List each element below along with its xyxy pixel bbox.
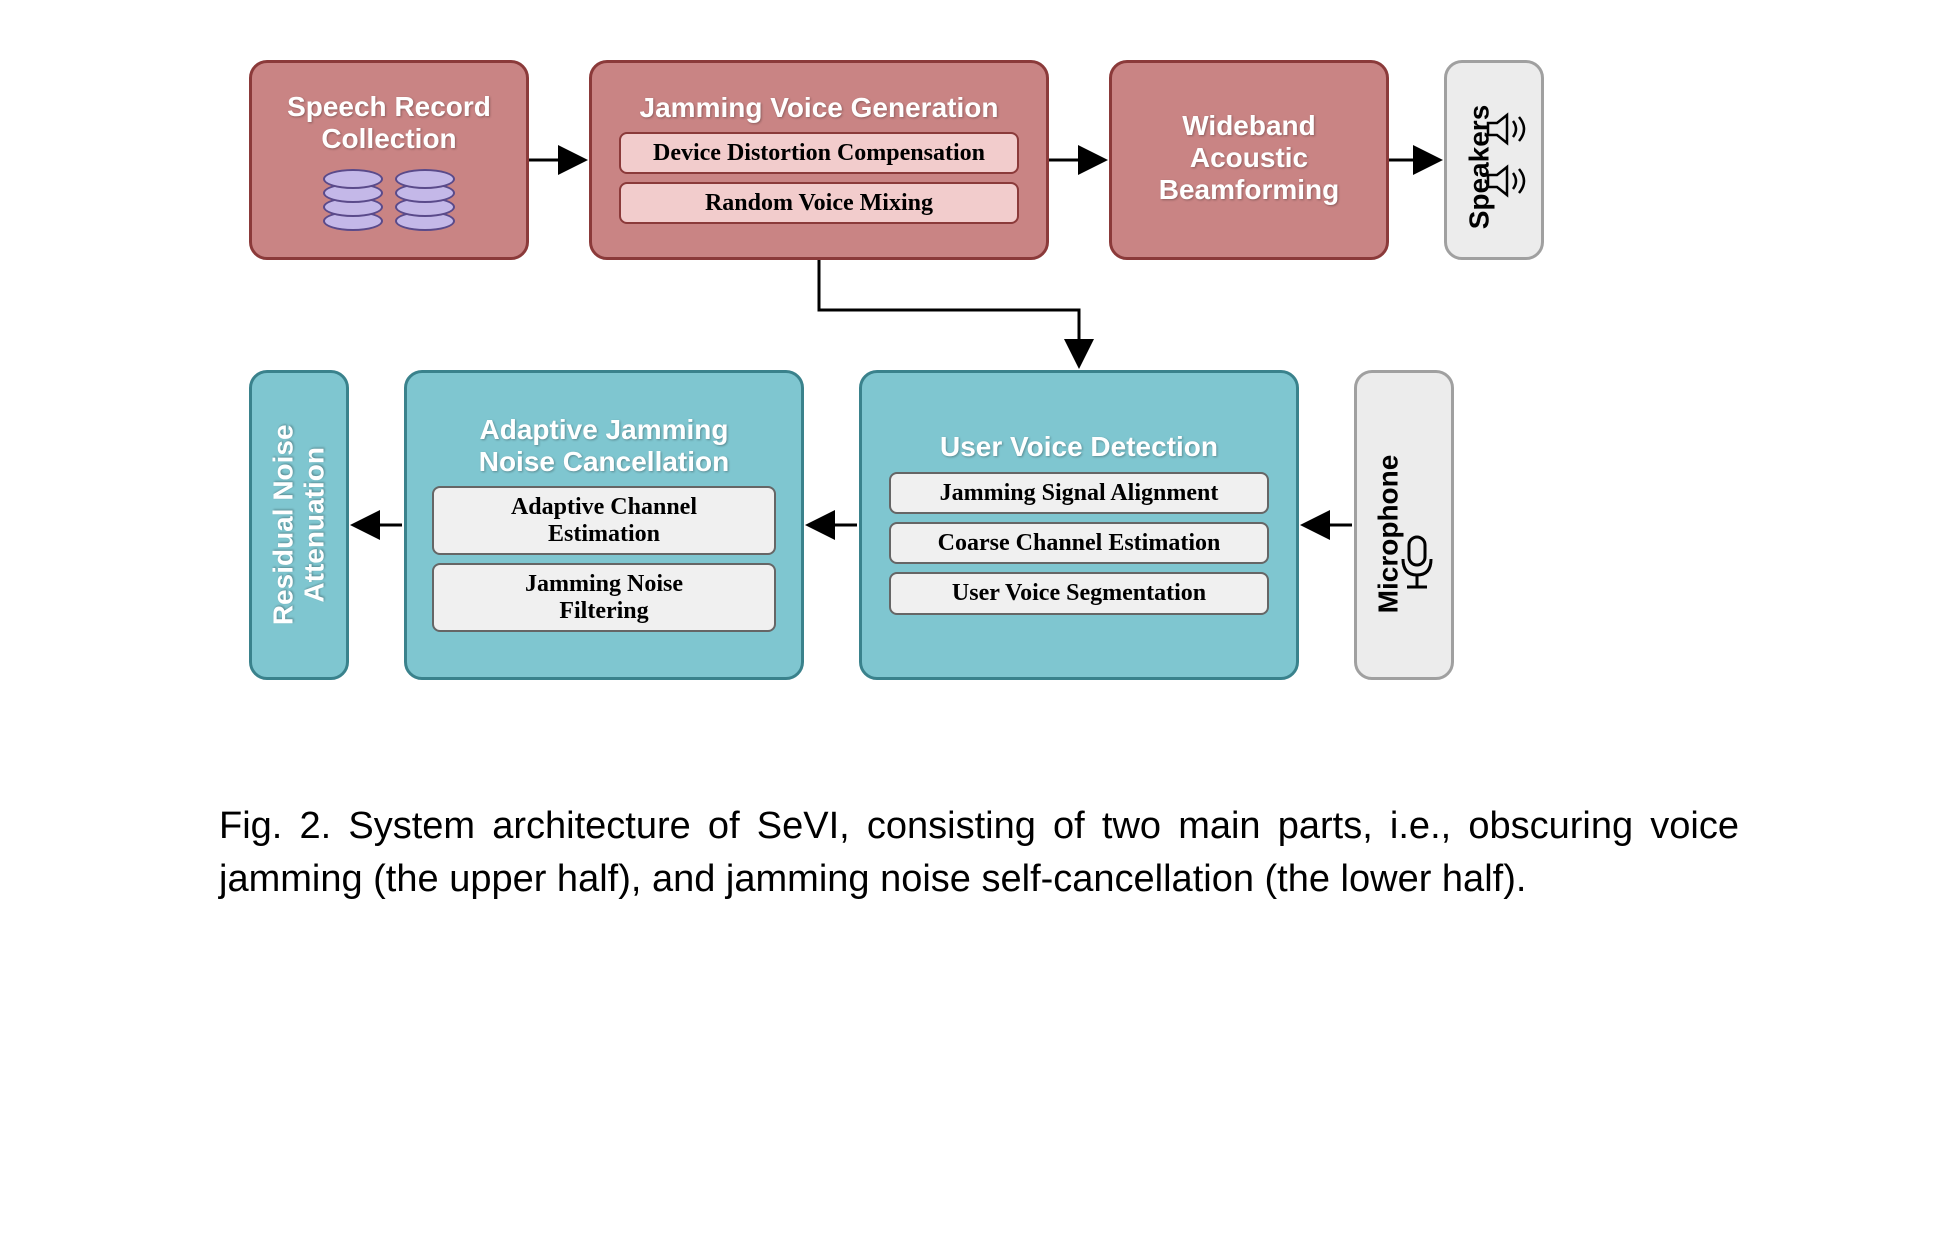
box-adaptive: Adaptive Jamming Noise Cancellation Adap… [404, 370, 804, 680]
arrow-elbow [819, 260, 1079, 366]
mic-icon-wrap [1395, 533, 1439, 598]
box-speakers: Speakers [1444, 60, 1544, 260]
db-icons [317, 169, 461, 229]
box-jamming-generation: Jamming Voice Generation Device Distorti… [589, 60, 1049, 260]
speaker-icon [1483, 161, 1533, 201]
user-voice-title: User Voice Detection [940, 431, 1218, 463]
database-icon [323, 169, 383, 229]
database-icon [395, 169, 455, 229]
adaptive-title: Adaptive Jamming Noise Cancellation [479, 414, 730, 478]
box-user-voice: User Voice Detection Jamming Signal Alig… [859, 370, 1299, 680]
jamming-gen-title: Jamming Voice Generation [640, 92, 999, 124]
box-speech-record: Speech Record Collection [249, 60, 529, 260]
diagram-container: Speech Record Collection Jamming Voice G… [219, 40, 1739, 760]
sub-coarse-channel: Coarse Channel Estimation [889, 522, 1270, 564]
speaker-icon [1483, 109, 1533, 149]
sub-jamming-filtering: Jamming Noise Filtering [432, 563, 776, 632]
sub-user-voice-seg: User Voice Segmentation [889, 572, 1270, 614]
wideband-title: Wideband Acoustic Beamforming [1159, 110, 1339, 207]
sub-jamming-alignment: Jamming Signal Alignment [889, 472, 1270, 514]
box-residual: Residual Noise Attenuation [249, 370, 349, 680]
microphone-icon [1395, 533, 1439, 593]
box-wideband: Wideband Acoustic Beamforming [1109, 60, 1389, 260]
residual-label: Residual Noise Attenuation [268, 425, 330, 626]
sub-device-distortion: Device Distortion Compensation [619, 132, 1018, 174]
figure-caption: Fig. 2. System architecture of SeVI, con… [219, 800, 1739, 906]
speakers-icons [1483, 103, 1533, 207]
box-microphone: Microphone [1354, 370, 1454, 680]
sub-random-voice-mixing: Random Voice Mixing [619, 182, 1018, 224]
speech-record-title: Speech Record Collection [287, 91, 491, 155]
sub-adaptive-channel: Adaptive Channel Estimation [432, 486, 776, 555]
